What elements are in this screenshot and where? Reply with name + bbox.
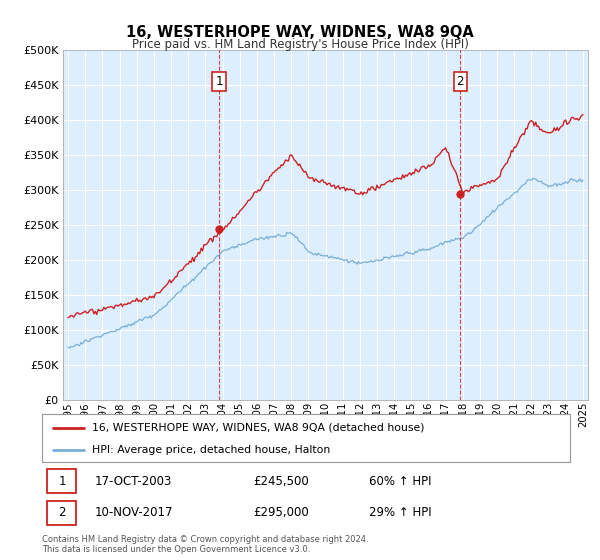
Text: 16, WESTERHOPE WAY, WIDNES, WA8 9QA: 16, WESTERHOPE WAY, WIDNES, WA8 9QA <box>126 25 474 40</box>
Text: 10-NOV-2017: 10-NOV-2017 <box>95 506 173 520</box>
FancyBboxPatch shape <box>47 469 76 493</box>
Text: Contains HM Land Registry data © Crown copyright and database right 2024.: Contains HM Land Registry data © Crown c… <box>42 535 368 544</box>
Text: 1: 1 <box>215 76 223 88</box>
Text: 2: 2 <box>457 76 464 88</box>
Text: This data is licensed under the Open Government Licence v3.0.: This data is licensed under the Open Gov… <box>42 545 310 554</box>
FancyBboxPatch shape <box>47 501 76 525</box>
Text: 1: 1 <box>58 474 66 488</box>
Text: 2: 2 <box>58 506 66 520</box>
Text: 16, WESTERHOPE WAY, WIDNES, WA8 9QA (detached house): 16, WESTERHOPE WAY, WIDNES, WA8 9QA (det… <box>92 423 425 433</box>
Text: 17-OCT-2003: 17-OCT-2003 <box>95 474 172 488</box>
Text: 29% ↑ HPI: 29% ↑ HPI <box>370 506 432 520</box>
Text: £245,500: £245,500 <box>253 474 309 488</box>
Text: HPI: Average price, detached house, Halton: HPI: Average price, detached house, Halt… <box>92 445 331 455</box>
Text: 60% ↑ HPI: 60% ↑ HPI <box>370 474 432 488</box>
Text: Price paid vs. HM Land Registry's House Price Index (HPI): Price paid vs. HM Land Registry's House … <box>131 38 469 51</box>
Text: £295,000: £295,000 <box>253 506 309 520</box>
